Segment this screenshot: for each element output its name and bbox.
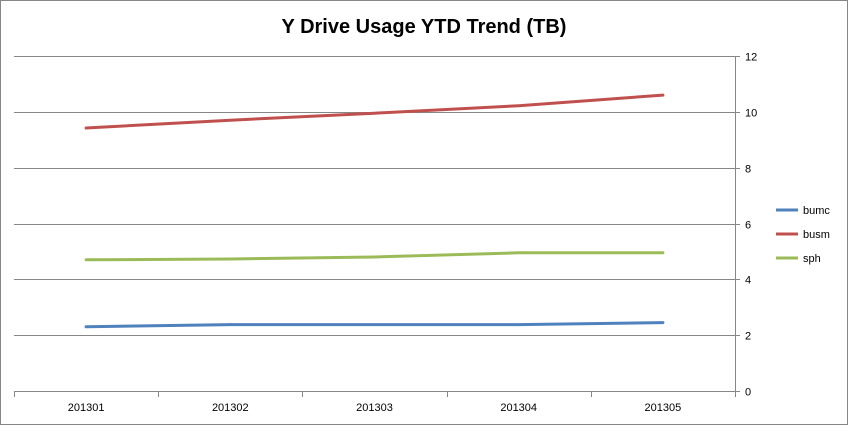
series-lines (84, 93, 665, 329)
axes: 0 2 4 6 8 10 12 201301 201302 201303 201304 201305 (14, 52, 757, 414)
y-tick-label: 10 (745, 108, 757, 120)
y-tick-label: 8 (745, 164, 751, 176)
y-tick-label: 6 (745, 220, 751, 232)
series-line-sph (84, 251, 665, 262)
y-tick-label: 12 (745, 52, 757, 64)
y-tick-label: 4 (745, 275, 751, 287)
x-tick-label: 201301 (68, 402, 105, 414)
y-tick-label: 2 (745, 331, 751, 343)
x-tick-label: 201304 (500, 402, 537, 414)
y-tick-label: 0 (745, 387, 751, 399)
legend-label-bumc: bumc (803, 205, 830, 217)
series-line-busm (84, 93, 665, 130)
chart-title: Y Drive Usage YTD Trend (TB) (282, 16, 567, 38)
x-tick-label: 201302 (212, 402, 249, 414)
x-tick-label: 201303 (356, 402, 393, 414)
gridlines (14, 56, 735, 392)
series-line-bumc (84, 321, 665, 329)
legend-label-sph: sph (803, 253, 821, 265)
legend-label-busm: busm (803, 229, 830, 241)
x-tick-label: 201305 (645, 402, 682, 414)
legend: bumc busm sph (776, 205, 830, 265)
